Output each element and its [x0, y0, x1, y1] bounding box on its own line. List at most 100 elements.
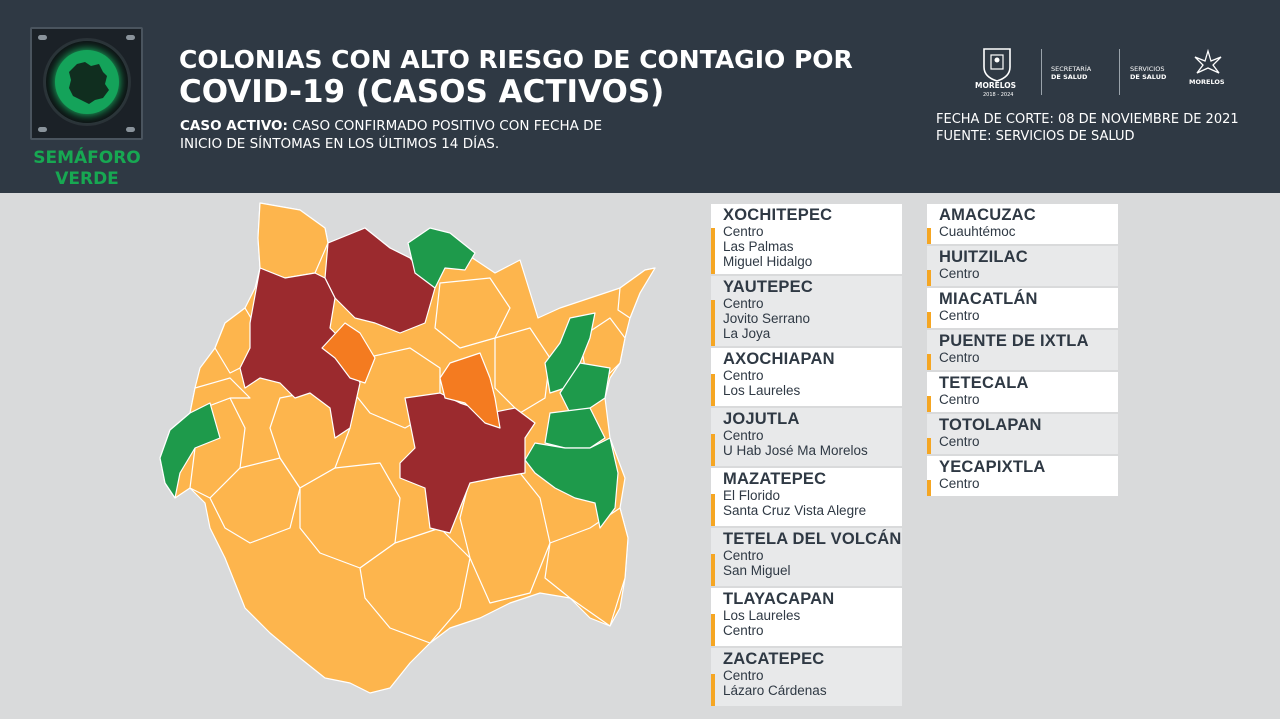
municipio-yellow: [494, 327, 551, 414]
logo-servicios-2: DE SALUD: [1130, 73, 1167, 81]
logo-morelos-2-text: MORELOS: [1189, 78, 1225, 86]
accent-bar: [711, 300, 715, 346]
accent-bar: [711, 674, 715, 706]
logo-secretaria-2: DE SALUD: [1051, 73, 1088, 81]
definition-label: CASO ACTIVO:: [180, 118, 288, 134]
accent-bar: [711, 614, 715, 646]
list-item: PUENTE DE IXTLA Centro: [927, 330, 1118, 370]
list-item: TETELA DEL VOLCÁN Centro San Miguel: [711, 528, 902, 586]
accent-bar: [711, 434, 715, 466]
list-item: TLAYACAPAN Los Laureles Centro: [711, 588, 902, 646]
municipio-green: [159, 402, 221, 499]
colonia: Santa Cruz Vista Alegre: [723, 503, 867, 518]
municipality-name: MIACATLÁN: [939, 290, 1038, 308]
municipality-name: XOCHITEPEC: [723, 206, 833, 224]
colonia: Centro: [939, 392, 980, 407]
accent-bar: [711, 554, 715, 586]
municipio-yellow: [189, 377, 251, 414]
morelos-flower-icon: [1194, 48, 1222, 74]
accent-bar: [927, 354, 931, 370]
accent-bar: [927, 228, 931, 244]
semaforo-label-line1: SEMÁFORO: [33, 148, 141, 168]
morelos-map: [159, 202, 656, 694]
page-title: COLONIAS CON ALTO RIESGO DE CONTAGIO POR…: [179, 44, 899, 108]
municipality-name: ZACATEPEC: [723, 650, 825, 668]
colonia: Centro: [939, 476, 980, 491]
municipality-name: TETELA DEL VOLCÁN: [723, 530, 902, 548]
municipio-green: [407, 227, 476, 289]
accent-bar: [927, 312, 931, 328]
traffic-light-icon: [30, 27, 143, 140]
logos-group: MORELOS 2018 - 2024 SECRETARÍA DE SALUD …: [975, 45, 1235, 100]
metadata: FECHA DE CORTE: 08 DE NOVIEMBRE DE 2021 …: [936, 111, 1239, 145]
municipality-name: TETECALA: [939, 374, 1029, 392]
colonia: Centro: [723, 548, 764, 563]
semaforo-label-line2: VERDE: [55, 169, 119, 189]
municipio-yellow: [359, 527, 471, 644]
colonia: Centro: [939, 350, 980, 365]
colonia: Centro: [723, 296, 764, 311]
title-line-1: COLONIAS CON ALTO RIESGO DE CONTAGIO POR: [179, 45, 853, 74]
list-item: AMACUZAC Cuauhtémoc: [927, 204, 1118, 244]
colonia: Los Laureles: [723, 383, 801, 398]
municipio-orange: [321, 322, 376, 384]
municipio-red: [239, 267, 361, 439]
morelos-shield-icon: [983, 48, 1011, 82]
colonia: U Hab José Ma Morelos: [723, 443, 868, 458]
colonia: Centro: [723, 623, 764, 638]
municipality-name: TOTOLAPAN: [939, 416, 1042, 434]
morelos-silhouette-icon: [69, 62, 109, 104]
municipality-name: YECAPIXTLA: [939, 458, 1046, 476]
semaforo-label: SEMÁFORO VERDE: [22, 148, 152, 190]
municipality-name: AXOCHIAPAN: [723, 350, 835, 368]
colonia: Los Laureles: [723, 608, 801, 623]
municipality-name: AMACUZAC: [939, 206, 1036, 224]
list-item: AXOCHIAPAN Centro Los Laureles: [711, 348, 902, 406]
accent-bar: [927, 438, 931, 454]
definition-text-1: CASO CONFIRMADO POSITIVO CON FECHA DE: [287, 118, 603, 134]
logo-divider: [1119, 49, 1120, 95]
list-item: YECAPIXTLA Centro: [927, 456, 1118, 496]
accent-bar: [927, 270, 931, 286]
colonia: Centro: [723, 428, 764, 443]
list-item: MAZATEPEC El Florido Santa Cruz Vista Al…: [711, 468, 902, 526]
colonia: Centro: [723, 368, 764, 383]
fecha-corte: FECHA DE CORTE: 08 DE NOVIEMBRE DE 2021: [936, 112, 1239, 127]
accent-bar: [711, 374, 715, 406]
colonia: Centro: [939, 308, 980, 323]
fuente: FUENTE: SERVICIOS DE SALUD: [936, 129, 1135, 144]
colonia: Miguel Hidalgo: [723, 254, 813, 269]
list-item: HUITZILAC Centro: [927, 246, 1118, 286]
colonia: Centro: [939, 434, 980, 449]
colonia: Las Palmas: [723, 239, 794, 254]
list-item: TETECALA Centro: [927, 372, 1118, 412]
definition-text-2: INICIO DE SÍNTOMAS EN LOS ÚLTIMOS 14 DÍA…: [180, 136, 500, 152]
colonia: San Miguel: [723, 563, 791, 578]
municipality-name: PUENTE DE IXTLA: [939, 332, 1089, 350]
municipio-orange: [439, 352, 501, 429]
logo-divider: [1041, 49, 1042, 95]
logo-morelos-text: MORELOS: [975, 81, 1017, 90]
municipio-yellow: [257, 202, 329, 279]
logo-servicios-1: SERVICIOS: [1130, 65, 1165, 73]
colonia: Lázaro Cárdenas: [723, 683, 827, 698]
colonia: Centro: [723, 224, 764, 239]
title-line-2: COVID-19 (CASOS ACTIVOS): [179, 74, 665, 110]
accent-bar: [927, 480, 931, 496]
list-item: JOJUTLA Centro U Hab José Ma Morelos: [711, 408, 902, 466]
definition-text: CASO ACTIVO: CASO CONFIRMADO POSITIVO CO…: [180, 117, 700, 153]
colonia: Centro: [723, 668, 764, 683]
logo-years-text: 2018 - 2024: [983, 92, 1014, 98]
header-banner: SEMÁFORO VERDE COLONIAS CON ALTO RIESGO …: [0, 0, 1280, 193]
accent-bar: [711, 494, 715, 526]
municipio-green: [524, 437, 619, 529]
logo-secretaria-1: SECRETARÍA: [1051, 65, 1092, 73]
colonia: El Florido: [723, 488, 781, 503]
municipio-yellow: [617, 267, 656, 319]
municipality-name: MAZATEPEC: [723, 470, 827, 488]
colonia: Cuauhtémoc: [939, 224, 1016, 239]
colonia: La Joya: [723, 326, 771, 341]
municipio-yellow: [459, 472, 551, 604]
municipality-name: TLAYACAPAN: [723, 590, 835, 608]
list-item: XOCHITEPEC Centro Las Palmas Miguel Hida…: [711, 204, 902, 274]
